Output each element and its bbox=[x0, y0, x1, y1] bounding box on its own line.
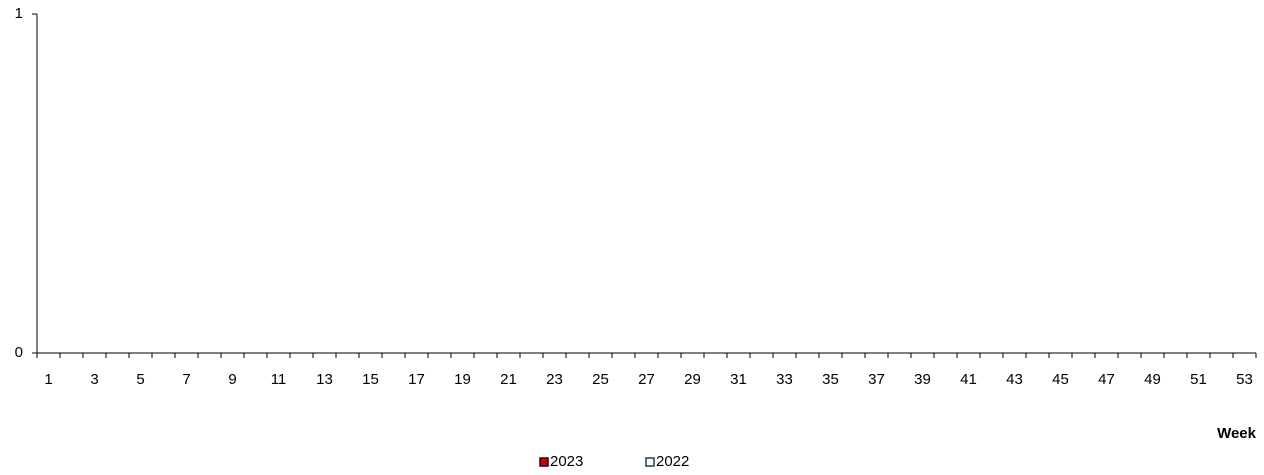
x-tick-label: 9 bbox=[228, 371, 236, 388]
x-tick-label: 37 bbox=[868, 371, 885, 388]
x-tick-label: 43 bbox=[1006, 371, 1023, 388]
x-tick-label: 45 bbox=[1052, 371, 1069, 388]
legend-label: 2022 bbox=[656, 453, 689, 470]
x-tick-label: 31 bbox=[730, 371, 747, 388]
x-tick-label: 39 bbox=[914, 371, 931, 388]
x-tick-label: 33 bbox=[776, 371, 793, 388]
x-tick-label: 35 bbox=[822, 371, 839, 388]
x-tick-label: 27 bbox=[638, 371, 655, 388]
x-tick-label: 17 bbox=[408, 371, 425, 388]
x-tick-label: 41 bbox=[960, 371, 977, 388]
legend-label: 2023 bbox=[550, 453, 583, 470]
x-tick-label: 51 bbox=[1190, 371, 1207, 388]
x-tick-label: 13 bbox=[316, 371, 333, 388]
x-tick-label: 19 bbox=[454, 371, 471, 388]
x-tick-label: 11 bbox=[271, 371, 287, 388]
legend-swatch bbox=[645, 457, 655, 467]
x-tick-label: 47 bbox=[1098, 371, 1115, 388]
y-tick-label: 1 bbox=[15, 5, 23, 22]
x-tick-label: 15 bbox=[362, 371, 379, 388]
x-tick-label: 5 bbox=[136, 371, 144, 388]
x-tick-label: 49 bbox=[1144, 371, 1161, 388]
x-tick-label: 53 bbox=[1236, 371, 1253, 388]
x-tick-label: 1 bbox=[44, 371, 52, 388]
x-tick-label: 3 bbox=[90, 371, 98, 388]
x-tick-label: 21 bbox=[500, 371, 517, 388]
x-tick-label: 25 bbox=[592, 371, 609, 388]
y-tick-label: 0 bbox=[15, 344, 23, 361]
x-tick-label: 23 bbox=[546, 371, 563, 388]
legend-swatch bbox=[539, 457, 549, 467]
x-axis-label: Week bbox=[1217, 425, 1257, 442]
x-tick-label: 7 bbox=[182, 371, 190, 388]
x-tick-label: 29 bbox=[684, 371, 701, 388]
